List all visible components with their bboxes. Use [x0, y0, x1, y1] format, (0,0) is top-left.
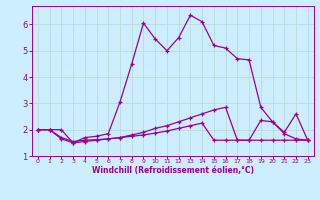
- X-axis label: Windchill (Refroidissement éolien,°C): Windchill (Refroidissement éolien,°C): [92, 166, 254, 175]
